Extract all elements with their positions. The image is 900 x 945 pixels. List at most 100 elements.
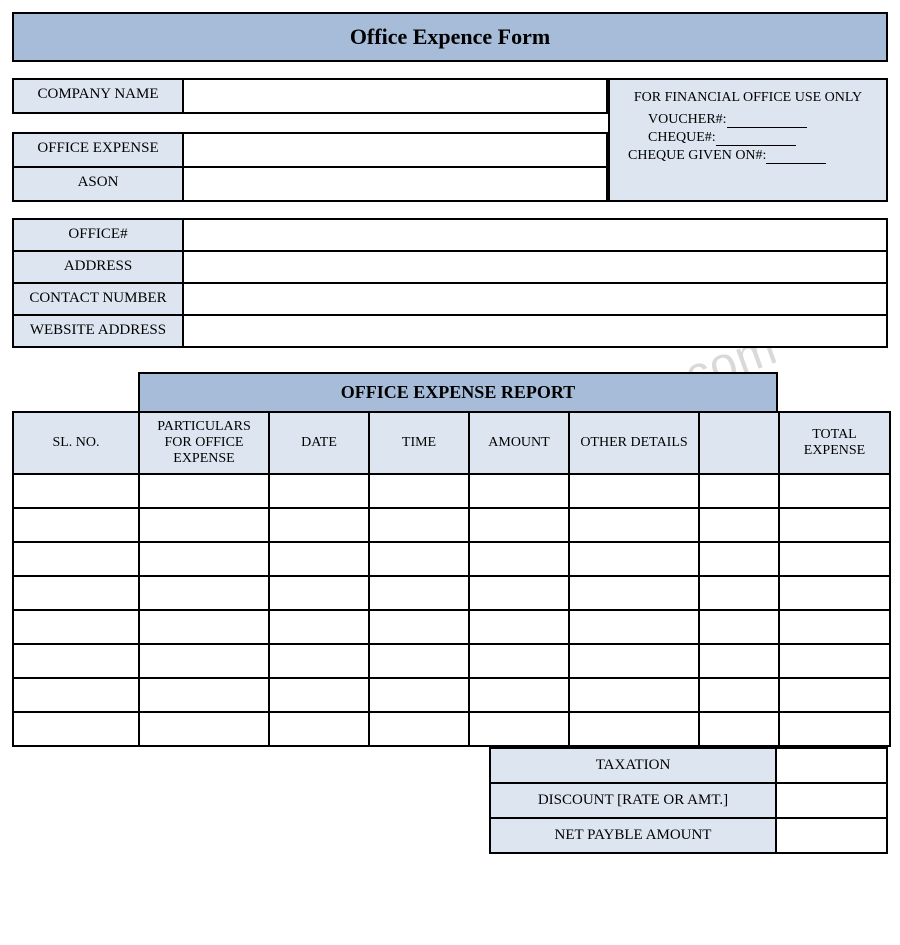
- report-cell[interactable]: [269, 474, 369, 508]
- report-cell[interactable]: [699, 644, 779, 678]
- report-cell[interactable]: [13, 542, 139, 576]
- address-input[interactable]: [184, 252, 886, 282]
- report-cell[interactable]: [779, 644, 890, 678]
- top-section: COMPANY NAME OFFICE EXPENSE ASON FOR FIN…: [12, 78, 888, 202]
- cheque-given-input[interactable]: [766, 163, 826, 164]
- report-cell[interactable]: [569, 508, 699, 542]
- report-cell[interactable]: [269, 576, 369, 610]
- cheque-given-line: CHEQUE GIVEN ON#:: [618, 148, 878, 164]
- office-num-input[interactable]: [184, 220, 886, 250]
- taxation-value[interactable]: [776, 748, 887, 783]
- report-title: OFFICE EXPENSE REPORT: [138, 372, 778, 411]
- report-cell[interactable]: [13, 644, 139, 678]
- report-cell[interactable]: [569, 474, 699, 508]
- report-cell[interactable]: [469, 644, 569, 678]
- report-cell[interactable]: [13, 678, 139, 712]
- report-cell[interactable]: [369, 678, 469, 712]
- info-row-office: OFFICE#: [14, 220, 886, 252]
- report-cell[interactable]: [469, 474, 569, 508]
- report-cell[interactable]: [13, 508, 139, 542]
- report-cell[interactable]: [779, 610, 890, 644]
- report-cell[interactable]: [469, 712, 569, 746]
- report-cell[interactable]: [369, 542, 469, 576]
- report-cell[interactable]: [779, 508, 890, 542]
- report-col-header: SL. NO.: [13, 412, 139, 474]
- report-cell[interactable]: [469, 542, 569, 576]
- report-col-header: TIME: [369, 412, 469, 474]
- cheque-given-label: CHEQUE GIVEN ON#:: [628, 148, 766, 163]
- report-cell[interactable]: [469, 678, 569, 712]
- ason-row: ASON: [12, 168, 608, 202]
- ason-input[interactable]: [184, 168, 606, 200]
- summary-block: TAXATION DISCOUNT [RATE OR AMT.] NET PAY…: [12, 747, 888, 854]
- report-cell[interactable]: [139, 576, 269, 610]
- report-cell[interactable]: [139, 712, 269, 746]
- report-cell[interactable]: [569, 644, 699, 678]
- report-cell[interactable]: [139, 644, 269, 678]
- company-input[interactable]: [184, 80, 606, 112]
- report-col-header: TOTAL EXPENSE: [779, 412, 890, 474]
- address-label: ADDRESS: [14, 252, 184, 282]
- net-value[interactable]: [776, 818, 887, 853]
- report-cell[interactable]: [779, 542, 890, 576]
- report-cell[interactable]: [269, 542, 369, 576]
- report-cell[interactable]: [779, 576, 890, 610]
- report-cell[interactable]: [569, 712, 699, 746]
- report-cell[interactable]: [269, 610, 369, 644]
- report-cell[interactable]: [469, 576, 569, 610]
- report-cell[interactable]: [13, 712, 139, 746]
- report-cell[interactable]: [269, 712, 369, 746]
- report-cell[interactable]: [13, 610, 139, 644]
- report-row: [13, 576, 890, 610]
- report-cell[interactable]: [569, 610, 699, 644]
- report-cell[interactable]: [139, 474, 269, 508]
- report-cell[interactable]: [469, 610, 569, 644]
- office-expense-input[interactable]: [184, 134, 606, 166]
- report-cell[interactable]: [699, 508, 779, 542]
- report-cell[interactable]: [13, 474, 139, 508]
- info-row-website: WEBSITE ADDRESS: [14, 316, 886, 346]
- report-cell[interactable]: [369, 712, 469, 746]
- cheque-line: CHEQUE#:: [618, 130, 878, 146]
- report-cell[interactable]: [369, 576, 469, 610]
- report-row: [13, 678, 890, 712]
- report-cell[interactable]: [139, 508, 269, 542]
- website-input[interactable]: [184, 316, 886, 346]
- report-cell[interactable]: [269, 508, 369, 542]
- report-cell[interactable]: [369, 508, 469, 542]
- report-cell[interactable]: [369, 474, 469, 508]
- voucher-input[interactable]: [727, 127, 807, 128]
- report-cell[interactable]: [569, 542, 699, 576]
- report-cell[interactable]: [569, 576, 699, 610]
- report-cell[interactable]: [779, 712, 890, 746]
- report-cell[interactable]: [699, 542, 779, 576]
- report-cell[interactable]: [269, 678, 369, 712]
- taxation-label: TAXATION: [490, 748, 776, 783]
- report-cell[interactable]: [699, 610, 779, 644]
- net-label: NET PAYBLE AMOUNT: [490, 818, 776, 853]
- report-cell[interactable]: [779, 474, 890, 508]
- report-cell[interactable]: [369, 610, 469, 644]
- report-cell[interactable]: [139, 678, 269, 712]
- report-cell[interactable]: [699, 474, 779, 508]
- report-cell[interactable]: [699, 576, 779, 610]
- info-block: OFFICE# ADDRESS CONTACT NUMBER WEBSITE A…: [12, 218, 888, 348]
- report-cell[interactable]: [269, 644, 369, 678]
- report-section: OFFICE EXPENSE REPORT SL. NO.PARTICULARS…: [12, 372, 888, 854]
- report-cell[interactable]: [13, 576, 139, 610]
- ason-label: ASON: [14, 168, 184, 200]
- report-cell[interactable]: [369, 644, 469, 678]
- report-cell[interactable]: [779, 678, 890, 712]
- discount-value[interactable]: [776, 783, 887, 818]
- report-cell[interactable]: [699, 678, 779, 712]
- report-cell[interactable]: [699, 712, 779, 746]
- report-cell[interactable]: [569, 678, 699, 712]
- report-row: [13, 542, 890, 576]
- cheque-input[interactable]: [716, 145, 796, 146]
- financial-office-box: FOR FINANCIAL OFFICE USE ONLY VOUCHER#: …: [608, 78, 888, 202]
- report-cell[interactable]: [139, 610, 269, 644]
- report-cell[interactable]: [139, 542, 269, 576]
- report-row: [13, 644, 890, 678]
- contact-input[interactable]: [184, 284, 886, 314]
- report-cell[interactable]: [469, 508, 569, 542]
